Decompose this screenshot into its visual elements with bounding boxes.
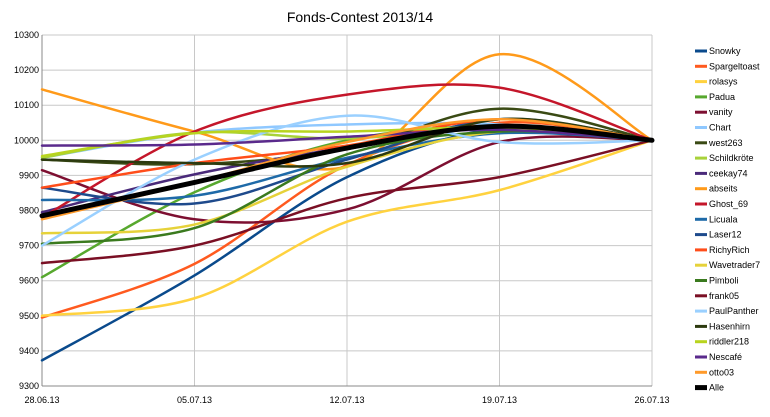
legend-label-abseits: abseits <box>709 184 738 194</box>
y-tick-label: 10200 <box>14 65 39 75</box>
series-line-vanity <box>40 135 654 224</box>
series-line-frank05 <box>40 139 654 265</box>
legend-label-paulpanther: PaulPanther <box>709 306 759 316</box>
y-tick-label: 9900 <box>19 170 39 180</box>
legend-label-frank05: frank05 <box>709 291 739 301</box>
data-series <box>39 53 655 362</box>
series-line-hasenhirn <box>40 117 654 168</box>
y-tick-label: 9300 <box>19 381 39 391</box>
y-tick-label: 10300 <box>14 30 39 40</box>
legend-label-wavetrader7: Wavetrader7 <box>709 260 760 270</box>
axes: 9300 9400 9500 9600 9700 9800 9900 10000 10100 10… <box>14 30 670 405</box>
legend-label-otto03: otto03 <box>709 367 734 377</box>
legend-label-nescaf: Nescafé <box>709 352 742 362</box>
legend-label-spargeltoast: Spargeltoast <box>709 61 760 71</box>
y-tick-label: 9700 <box>19 241 39 251</box>
series-line-alle <box>39 123 655 219</box>
legend-label-hasenhirn: Hasenhirn <box>709 321 750 331</box>
legend-label-laser12: Laser12 <box>709 230 742 240</box>
x-tick-label: 12.07.13 <box>329 395 364 405</box>
legend-label-ceekay74: ceekay74 <box>709 168 748 178</box>
y-tick-label: 9500 <box>19 311 39 321</box>
y-tick-label: 10100 <box>14 100 39 110</box>
x-tick-label: 19.07.13 <box>482 395 517 405</box>
legend-label-ghost-69: Ghost_69 <box>709 199 748 209</box>
legend-label-chart: Chart <box>709 123 732 133</box>
legend-label-alle: Alle <box>709 383 724 393</box>
y-tick-label: 9800 <box>19 206 39 216</box>
series-line-nescaf <box>40 128 654 147</box>
legend-label-licuala: Licuala <box>709 214 738 224</box>
y-tick-label: 9400 <box>19 346 39 356</box>
legend-label-snowky: Snowky <box>709 46 741 56</box>
legend-label-vanity: vanity <box>709 107 733 117</box>
legend: Snowky Spargeltoast rolasys Padua vanity Char… <box>695 46 760 393</box>
chart-title: Fonds-Contest 2013/14 <box>287 9 434 25</box>
legend-label-schildkr-te: Schildkröte <box>709 153 754 163</box>
y-tick-label: 10000 <box>14 135 39 145</box>
legend-label-riddler218: riddler218 <box>709 337 749 347</box>
series-line-rolasys <box>40 139 654 318</box>
legend-label-richyrich: RichyRich <box>709 245 750 255</box>
legend-label-rolasys: rolasys <box>709 77 738 87</box>
legend-label-pimboli: Pimboli <box>709 276 739 286</box>
series-line-paulpanther <box>40 114 654 247</box>
legend-label-padua: Padua <box>709 92 735 102</box>
y-tick-label: 9600 <box>19 276 39 286</box>
x-tick-label: 26.07.13 <box>634 395 669 405</box>
legend-label-west263: west263 <box>708 138 743 148</box>
x-tick-label: 28.06.13 <box>24 395 59 405</box>
x-tick-label: 05.07.13 <box>177 395 212 405</box>
